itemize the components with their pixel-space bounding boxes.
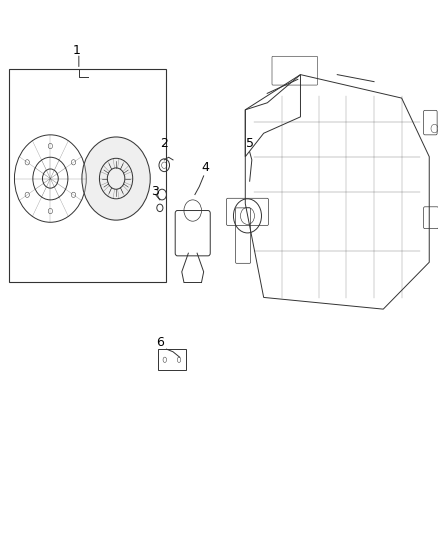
Text: 6: 6	[156, 336, 164, 349]
Bar	[9, 69, 166, 282]
Text: 1: 1	[73, 44, 81, 57]
Polygon shape	[82, 137, 150, 220]
Bar	[158, 349, 186, 370]
Text: 4: 4	[201, 161, 209, 174]
Text: 2: 2	[160, 138, 168, 150]
Text: 5: 5	[246, 138, 254, 150]
Text: 3: 3	[152, 185, 159, 198]
